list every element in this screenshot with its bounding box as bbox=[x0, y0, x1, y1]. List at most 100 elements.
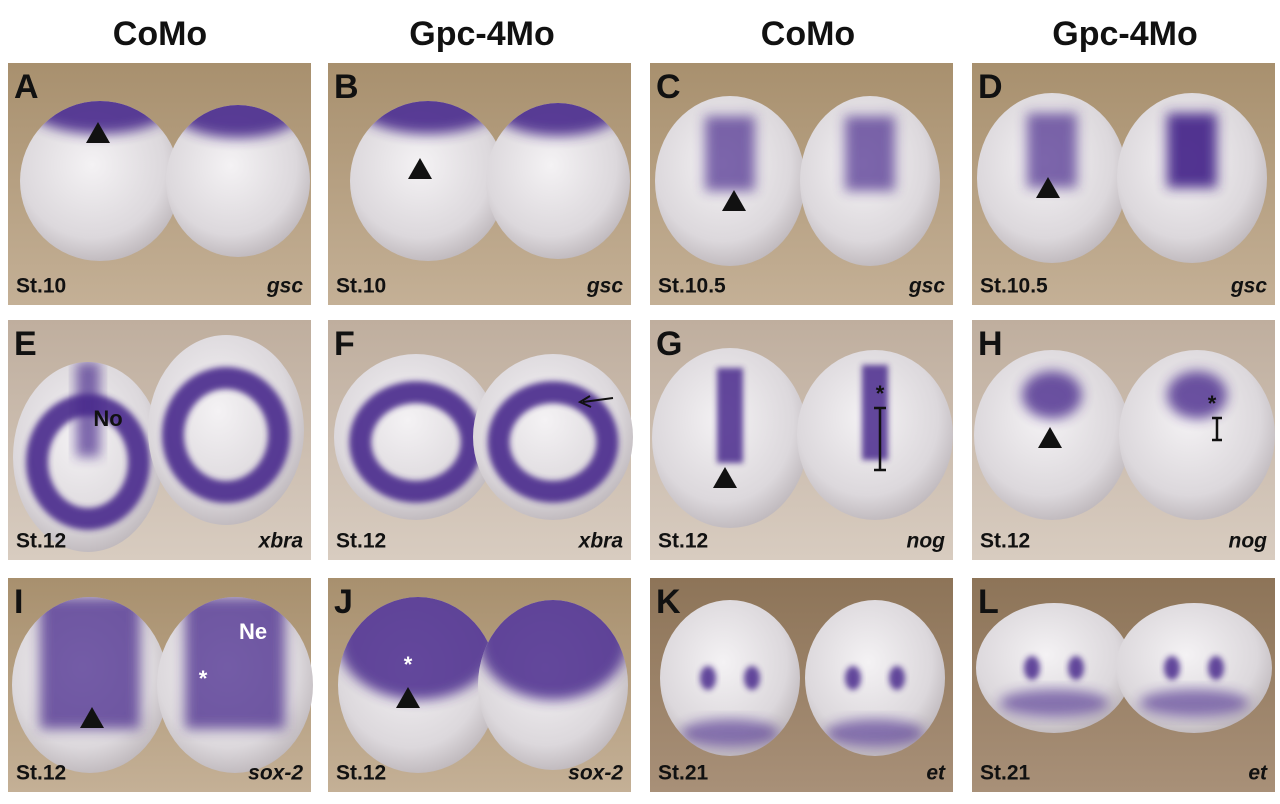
gene-label: gsc bbox=[266, 275, 304, 298]
panel-letter: F bbox=[334, 325, 355, 363]
panel: D St.10.5 gsc bbox=[972, 63, 1275, 305]
stain bbox=[161, 367, 291, 503]
stage-label: St.21 bbox=[658, 762, 709, 785]
panel: F St.12 xbra bbox=[328, 320, 633, 560]
bracket bbox=[1212, 416, 1222, 442]
panel: G St.12 nog * bbox=[650, 320, 953, 560]
column-header: Gpc-4Mo bbox=[409, 15, 554, 53]
panel-letter: J bbox=[334, 583, 353, 621]
annotation: No bbox=[93, 406, 122, 431]
stain bbox=[717, 368, 743, 463]
stain bbox=[999, 689, 1109, 717]
arrowhead bbox=[1036, 177, 1060, 198]
arrowhead bbox=[713, 467, 737, 488]
stain bbox=[76, 362, 100, 457]
gene-label: et bbox=[926, 762, 946, 785]
stain bbox=[1167, 113, 1217, 188]
stain bbox=[28, 101, 172, 134]
stain bbox=[705, 116, 755, 191]
stain bbox=[999, 656, 1109, 717]
stain bbox=[173, 105, 303, 138]
panel-letter: D bbox=[978, 68, 1003, 106]
arrowhead bbox=[408, 158, 432, 179]
stain bbox=[744, 666, 760, 690]
arrowhead bbox=[1038, 427, 1062, 448]
embryo bbox=[805, 600, 945, 756]
stain bbox=[1024, 656, 1040, 680]
stain bbox=[1022, 371, 1082, 419]
stain bbox=[1068, 656, 1084, 680]
stain bbox=[862, 365, 888, 460]
panel-letter: K bbox=[656, 583, 681, 621]
column-header: CoMo bbox=[761, 15, 855, 53]
stage-label: St.12 bbox=[980, 530, 1030, 553]
gene-label: nog bbox=[1229, 530, 1268, 553]
panel-letter: I bbox=[14, 583, 23, 621]
gene-label: gsc bbox=[908, 275, 946, 298]
stain bbox=[185, 597, 285, 729]
panel-letter: B bbox=[334, 68, 359, 106]
stain bbox=[845, 666, 861, 690]
stain bbox=[681, 666, 779, 747]
stain bbox=[338, 597, 498, 700]
panel-letter: C bbox=[656, 68, 681, 106]
stain bbox=[826, 666, 924, 747]
stain bbox=[357, 101, 499, 134]
stage-label: St.21 bbox=[980, 762, 1031, 785]
stain bbox=[349, 381, 483, 503]
annotation: * bbox=[199, 666, 208, 691]
arrowhead bbox=[722, 190, 746, 211]
stain bbox=[826, 719, 924, 747]
stain bbox=[338, 597, 498, 700]
stain bbox=[717, 368, 743, 463]
gene-label: sox-2 bbox=[248, 762, 303, 785]
stain bbox=[493, 103, 623, 136]
stain bbox=[845, 116, 895, 191]
stain bbox=[845, 116, 895, 191]
gene-label: et bbox=[1248, 762, 1268, 785]
stage-label: St.12 bbox=[336, 762, 386, 785]
stain bbox=[185, 597, 285, 729]
annotation: * bbox=[1208, 391, 1217, 416]
stain bbox=[1167, 371, 1227, 419]
stage-label: St.10.5 bbox=[658, 275, 726, 298]
panel: I St.12 sox-2 Ne * bbox=[8, 578, 313, 792]
panel: A St.10 gsc bbox=[8, 63, 311, 305]
annotation: * bbox=[876, 381, 885, 406]
panel-letter: G bbox=[656, 325, 682, 363]
annotation: * bbox=[404, 652, 413, 677]
panel: H St.12 nog * bbox=[972, 320, 1275, 560]
panel: K St.21 et bbox=[650, 578, 953, 792]
stain bbox=[349, 381, 483, 503]
panel: J St.12 sox-2 * bbox=[328, 578, 631, 792]
stain bbox=[1022, 371, 1082, 419]
stain bbox=[889, 666, 905, 690]
stain bbox=[40, 597, 140, 729]
panel: B St.10 gsc bbox=[328, 63, 631, 305]
embryo bbox=[660, 600, 800, 756]
gene-label: nog bbox=[907, 530, 946, 553]
stain bbox=[1027, 113, 1077, 188]
stain bbox=[161, 367, 291, 503]
stain bbox=[357, 101, 499, 134]
bracket bbox=[874, 406, 886, 472]
stain bbox=[862, 365, 888, 460]
embryo bbox=[20, 101, 180, 261]
panel: C St.10.5 gsc bbox=[650, 63, 953, 305]
stain bbox=[1208, 656, 1224, 680]
column-header: CoMo bbox=[113, 15, 207, 53]
stain bbox=[26, 362, 150, 530]
stage-label: St.10 bbox=[16, 275, 66, 298]
stain bbox=[1027, 113, 1077, 188]
embryo bbox=[486, 103, 630, 259]
panel: E St.12 xbra No bbox=[8, 320, 311, 560]
stain bbox=[173, 105, 303, 138]
stain bbox=[28, 101, 172, 134]
arrowhead bbox=[80, 707, 104, 728]
stain bbox=[1167, 113, 1217, 188]
column-header: Gpc-4Mo bbox=[1052, 15, 1197, 53]
gene-label: xbra bbox=[578, 530, 624, 553]
panel: L St.21 et bbox=[972, 578, 1275, 792]
stage-label: St.10.5 bbox=[980, 275, 1048, 298]
stain bbox=[681, 719, 779, 747]
